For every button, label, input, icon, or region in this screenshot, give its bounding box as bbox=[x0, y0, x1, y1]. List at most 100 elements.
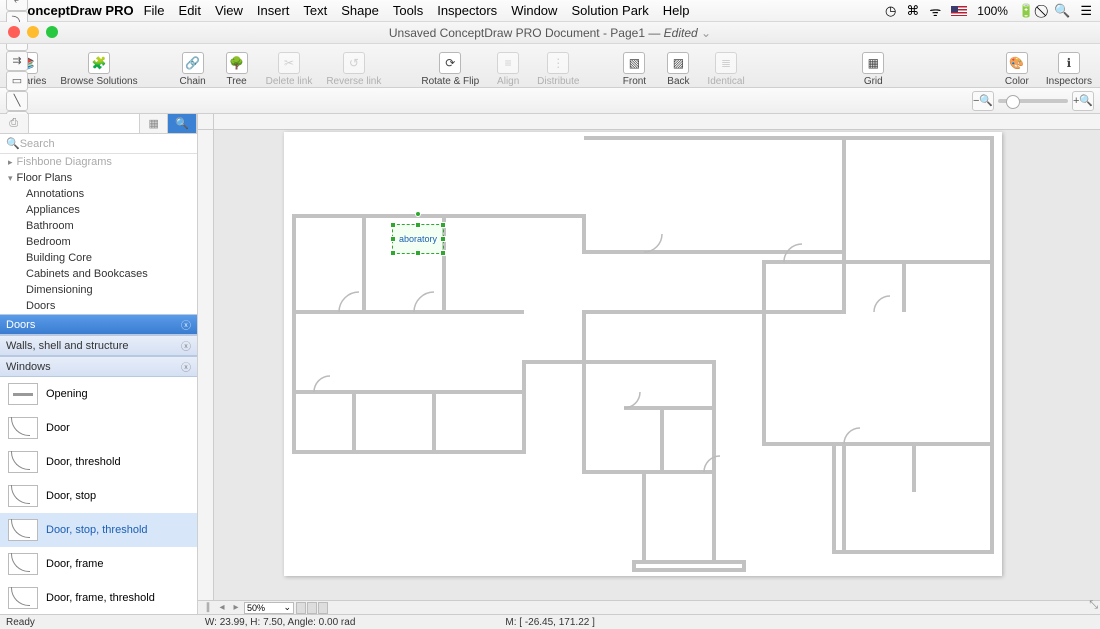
tool-tree[interactable]: 🌳Tree bbox=[222, 52, 252, 87]
tree-cabinets-and-bookcases[interactable]: Cabinets and Bookcases bbox=[0, 266, 197, 282]
lib-header-doors[interactable]: Doorsⓧ bbox=[0, 314, 197, 335]
delete-link-icon: ✂ bbox=[278, 52, 300, 74]
sidebar-tabs: ⎙ ▦ 🔍 bbox=[0, 114, 197, 134]
shape-thumb-icon bbox=[8, 553, 38, 575]
page-first-button[interactable]: ∥ bbox=[202, 603, 214, 613]
zoom-combo[interactable]: 50%⌄ bbox=[244, 602, 294, 614]
tree-floor-plans[interactable]: Floor Plans bbox=[0, 170, 197, 186]
front-icon: ▧ bbox=[623, 52, 645, 74]
notifications-icon[interactable]: ☰ bbox=[1080, 3, 1092, 19]
color-icon: 🎨 bbox=[1006, 52, 1028, 74]
lib-header-windows[interactable]: Windowsⓧ bbox=[0, 356, 197, 377]
shape-door-stop[interactable]: Door, stop bbox=[0, 479, 197, 513]
selected-shape-label: aboratory bbox=[399, 234, 437, 244]
rotate-flip-icon: ⟳ bbox=[439, 52, 461, 74]
menu-edit[interactable]: Edit bbox=[179, 3, 201, 18]
page-next-button[interactable]: ▸ bbox=[230, 603, 242, 613]
wifi-icon[interactable]: ᯤ bbox=[929, 2, 941, 20]
tree-annotations[interactable]: Annotations bbox=[0, 186, 197, 202]
menu-solution-park[interactable]: Solution Park bbox=[571, 3, 648, 18]
close-icon[interactable]: ⓧ bbox=[181, 317, 191, 332]
tree-bathroom[interactable]: Bathroom bbox=[0, 218, 197, 234]
shape-tool-10[interactable]: ▭ bbox=[6, 71, 28, 91]
tool-grid[interactable]: ▦Grid bbox=[858, 52, 888, 87]
search-icon: 🔍 bbox=[6, 137, 20, 150]
menu-help[interactable]: Help bbox=[663, 3, 690, 18]
spotlight-icon[interactable]: 🔍 bbox=[1054, 3, 1070, 19]
browse-solutions-icon: 🧩 bbox=[88, 52, 110, 74]
macos-menubar: ConceptDraw PRO File Edit View Insert Text Sh… bbox=[0, 0, 1100, 22]
lib-header-walls-shell-and-structure[interactable]: Walls, shell and structureⓧ bbox=[0, 335, 197, 356]
selected-shape[interactable]: aboratory bbox=[392, 224, 444, 254]
drawing-page[interactable]: aboratory bbox=[284, 132, 1002, 576]
tool-front[interactable]: ▧Front bbox=[619, 52, 649, 87]
zoom-window-button[interactable] bbox=[46, 26, 58, 38]
document-title: Unsaved ConceptDraw PRO Document - Page1… bbox=[389, 26, 711, 40]
sidebar-tab-search[interactable]: 🔍 bbox=[168, 114, 197, 133]
search-placeholder: Search bbox=[20, 138, 55, 150]
status-mouse: M: [ -26.45, 171.22 ] bbox=[505, 617, 595, 628]
shape-door-frame[interactable]: Door, frame bbox=[0, 547, 197, 581]
menu-file[interactable]: File bbox=[144, 3, 165, 18]
library-sidebar: ⎙ ▦ 🔍 🔍 Search Fishbone DiagramsFloor Pl… bbox=[0, 114, 198, 614]
menu-view[interactable]: View bbox=[215, 3, 243, 18]
shape-thumb-icon bbox=[8, 383, 38, 405]
tree-doors[interactable]: Doors bbox=[0, 298, 197, 314]
tool-back[interactable]: ▨Back bbox=[663, 52, 693, 87]
window-titlebar: Unsaved ConceptDraw PRO Document - Page1… bbox=[0, 22, 1100, 44]
shape-tool-9[interactable]: ⇉ bbox=[6, 51, 28, 71]
tree-bedroom[interactable]: Bedroom bbox=[0, 234, 197, 250]
sidebar-tab-input[interactable] bbox=[29, 114, 140, 133]
shape-door-stop-threshold[interactable]: Door, stop, threshold bbox=[0, 513, 197, 547]
menu-tools[interactable]: Tools bbox=[393, 3, 423, 18]
zoom-out-button[interactable]: −🔍 bbox=[972, 91, 994, 111]
menu-shape[interactable]: Shape bbox=[341, 3, 379, 18]
status-bar: Ready W: 23.99, H: 7.50, Angle: 0.00 rad… bbox=[0, 614, 1100, 629]
menu-text[interactable]: Text bbox=[303, 3, 327, 18]
tool-inspectors[interactable]: ℹInspectors bbox=[1046, 52, 1092, 87]
shape-thumb-icon bbox=[8, 485, 38, 507]
library-shapes: OpeningDoorDoor, thresholdDoor, stopDoor… bbox=[0, 377, 197, 614]
shape-tool-6[interactable]: ⤶ bbox=[6, 0, 28, 11]
clock-icon[interactable]: ◷ bbox=[885, 3, 896, 19]
shape-opening[interactable]: Opening bbox=[0, 377, 197, 411]
canvas-resize-icon[interactable]: ⤡ bbox=[1089, 599, 1098, 612]
tool-rotate-flip[interactable]: ⟳Rotate & Flip bbox=[421, 52, 479, 87]
main-toolbar: 📚Libraries🧩Browse Solutions 🔗Chain🌳Tree✂… bbox=[0, 44, 1100, 88]
close-icon[interactable]: ⓧ bbox=[181, 338, 191, 353]
ruler-horizontal[interactable] bbox=[214, 114, 1100, 130]
shape-tool-12[interactable]: ╲ bbox=[6, 91, 28, 111]
app-name[interactable]: ConceptDraw PRO bbox=[18, 3, 134, 18]
menu-insert[interactable]: Insert bbox=[257, 3, 290, 18]
zoom-in-button[interactable]: +🔍 bbox=[1072, 91, 1094, 111]
zoom-slider[interactable] bbox=[998, 99, 1068, 103]
floorplan-drawing bbox=[284, 132, 1002, 576]
input-flag-icon[interactable] bbox=[951, 6, 967, 16]
tool-chain[interactable]: 🔗Chain bbox=[178, 52, 208, 87]
shape-door-frame-threshold[interactable]: Door, frame, threshold bbox=[0, 581, 197, 614]
shape-thumb-icon bbox=[8, 587, 38, 609]
minimize-window-button[interactable] bbox=[27, 26, 39, 38]
control-center-icon[interactable]: ⌘ bbox=[906, 3, 919, 19]
tool-browse-solutions[interactable]: 🧩Browse Solutions bbox=[60, 52, 137, 87]
page-prev-button[interactable]: ◂ bbox=[216, 603, 228, 613]
tree-fishbone-diagrams[interactable]: Fishbone Diagrams bbox=[0, 154, 197, 170]
sidebar-tab-grid[interactable]: ▦ bbox=[140, 114, 169, 133]
tree-building-core[interactable]: Building Core bbox=[0, 250, 197, 266]
shape-door[interactable]: Door bbox=[0, 411, 197, 445]
page-tabs[interactable] bbox=[296, 602, 328, 614]
menubar-status-right: ◷ ⌘ ᯤ 100% 🔋 ⃠ 🔍 ☰ bbox=[885, 2, 1092, 20]
reverse-link-icon: ↺ bbox=[343, 52, 365, 74]
tool-color[interactable]: 🎨Color bbox=[1002, 52, 1032, 87]
library-search[interactable]: 🔍 Search bbox=[0, 134, 197, 154]
ruler-vertical[interactable] bbox=[198, 130, 214, 614]
menu-window[interactable]: Window bbox=[511, 3, 557, 18]
tree-appliances[interactable]: Appliances bbox=[0, 202, 197, 218]
sidebar-tab-tree[interactable]: ⎙ bbox=[0, 114, 29, 133]
menu-inspectors[interactable]: Inspectors bbox=[437, 3, 497, 18]
status-dimensions: W: 23.99, H: 7.50, Angle: 0.00 rad bbox=[205, 617, 355, 628]
shape-door-threshold[interactable]: Door, threshold bbox=[0, 445, 197, 479]
tree-dimensioning[interactable]: Dimensioning bbox=[0, 282, 197, 298]
close-icon[interactable]: ⓧ bbox=[181, 359, 191, 374]
close-window-button[interactable] bbox=[8, 26, 20, 38]
